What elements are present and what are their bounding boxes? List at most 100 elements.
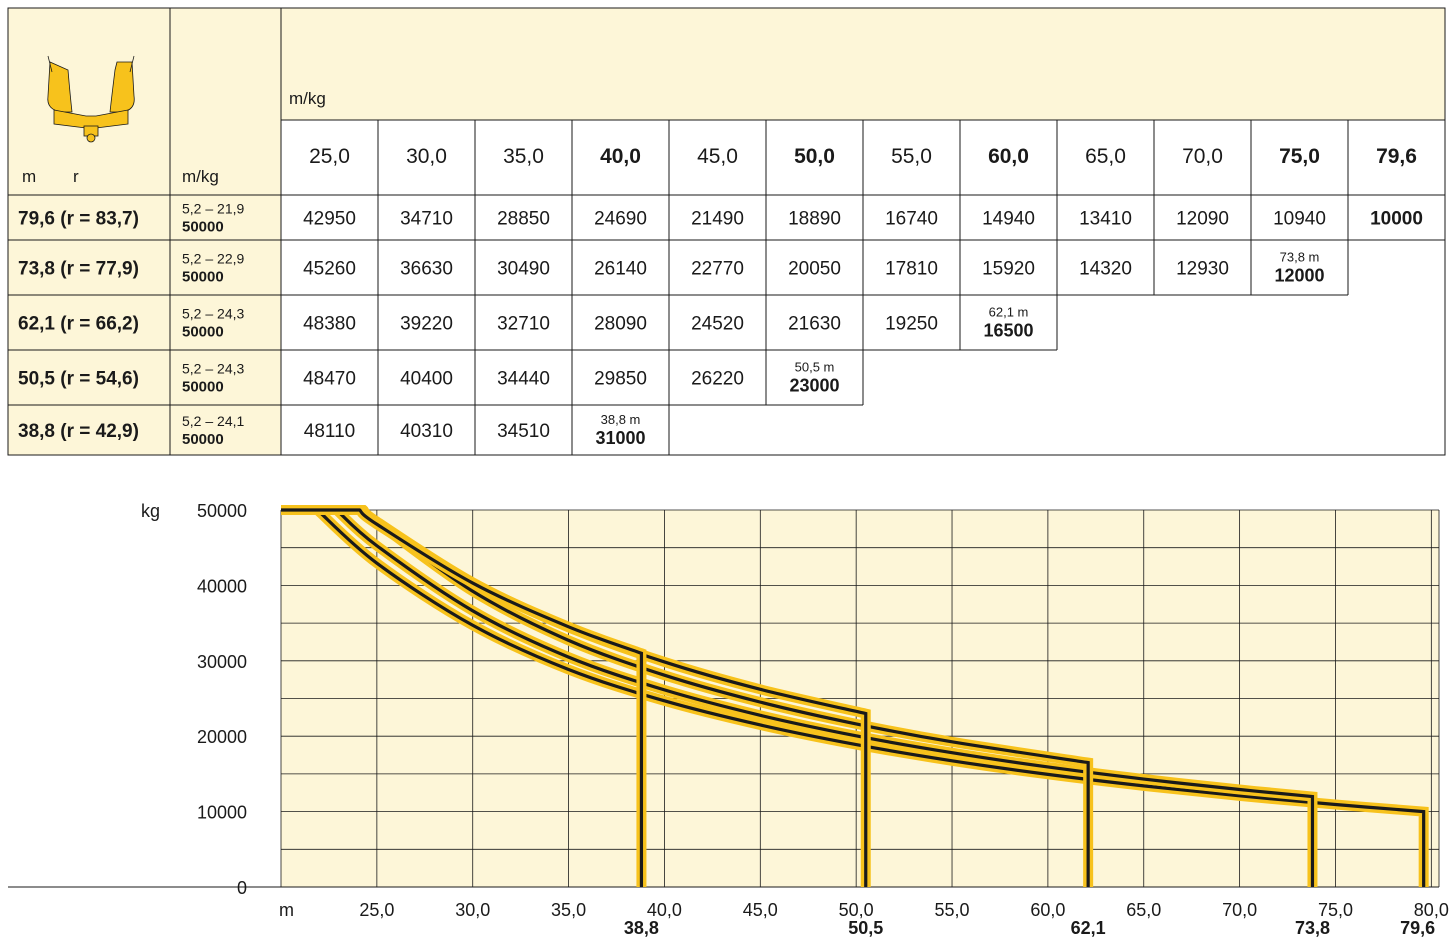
- icon-part: [47, 55, 53, 73]
- x-tick-label: 80,0: [1414, 900, 1449, 920]
- max-load-label: 50000: [182, 269, 224, 286]
- curve-line: [281, 508, 644, 887]
- max-load-label: 50000: [182, 324, 224, 341]
- load-value: 21630: [788, 314, 841, 335]
- header-band: [8, 8, 1445, 120]
- corner-m-label: m: [22, 167, 36, 186]
- radius-header: 50,0: [794, 145, 835, 168]
- radius-header: 25,0: [309, 145, 350, 168]
- load-value: 28850: [497, 209, 550, 230]
- y-tick-label: 10000: [197, 803, 247, 823]
- max-load-label: 50000: [182, 219, 224, 236]
- load-value: 30490: [497, 259, 550, 280]
- radius-header: 40,0: [600, 145, 641, 168]
- load-value: 22770: [691, 259, 744, 280]
- load-value: 40310: [400, 421, 453, 442]
- range-label: 5,2 – 24,1: [182, 413, 244, 429]
- load-value: 10940: [1273, 209, 1326, 230]
- load-value: 18890: [788, 209, 841, 230]
- curve-line: [281, 508, 1426, 887]
- load-value: 12090: [1176, 209, 1229, 230]
- load-value: 26140: [594, 259, 647, 280]
- radius-header: 75,0: [1279, 145, 1320, 168]
- load-value: 12930: [1176, 259, 1229, 280]
- y-tick-label: 50000: [197, 501, 247, 521]
- x-tick-label: 30,0: [455, 900, 490, 920]
- end-load-value: 31000: [595, 428, 645, 448]
- x-tick-label: 25,0: [359, 900, 394, 920]
- radius-header: 70,0: [1182, 145, 1223, 168]
- load-value: 15920: [982, 259, 1035, 280]
- config-column-bg: [8, 120, 281, 455]
- config-label: 62,1 (r = 66,2): [18, 314, 139, 335]
- load-value: 28090: [594, 314, 647, 335]
- radius-header: 35,0: [503, 145, 544, 168]
- radius-header: 45,0: [697, 145, 738, 168]
- load-value: 48110: [304, 421, 355, 442]
- boom-length-label: 73,8: [1295, 918, 1330, 937]
- range-label: 5,2 – 24,3: [182, 306, 244, 322]
- boom-length-label: 62,1: [1071, 918, 1106, 937]
- end-length-label: 73,8 m: [1280, 250, 1320, 265]
- load-value: 29850: [594, 369, 647, 390]
- config-label: 50,5 (r = 54,6): [18, 369, 139, 390]
- max-load-label: 50000: [182, 379, 224, 396]
- load-value: 39220: [400, 314, 453, 335]
- corner-mkg-label: m/kg: [182, 167, 219, 186]
- load-value: 21490: [691, 209, 744, 230]
- load-value: 34440: [497, 369, 550, 390]
- end-load-value: 23000: [789, 376, 839, 396]
- icon-part: [129, 55, 135, 73]
- load-value: 48470: [303, 369, 356, 390]
- load-curves: [281, 505, 1429, 887]
- icon-part: [53, 109, 129, 129]
- config-label: 79,6 (r = 83,7): [18, 209, 139, 230]
- x-tick-label: 45,0: [743, 900, 778, 920]
- y-tick-label: 20000: [197, 727, 247, 747]
- load-value: 24690: [594, 209, 647, 230]
- boom-length-label: 79,6: [1400, 918, 1435, 937]
- load-value: 40400: [400, 369, 453, 390]
- load-value: 14940: [982, 209, 1035, 230]
- load-value: 16740: [885, 209, 938, 230]
- load-value: 26220: [691, 369, 744, 390]
- curve-line: [281, 508, 1315, 887]
- config-label: 38,8 (r = 42,9): [18, 421, 139, 442]
- load-value: 45260: [303, 259, 356, 280]
- x-axis-unit-label: m: [279, 900, 294, 920]
- load-value: 19250: [885, 314, 938, 335]
- radius-header: 79,6: [1376, 145, 1417, 168]
- x-tick-label: 40,0: [647, 900, 682, 920]
- end-load-value: 10000: [1370, 209, 1423, 230]
- x-tick-label: 70,0: [1222, 900, 1257, 920]
- radius-header: 60,0: [988, 145, 1029, 168]
- unit-label: m/kg: [289, 89, 326, 108]
- load-value: 20050: [788, 259, 841, 280]
- x-tick-label: 50,0: [839, 900, 874, 920]
- load-value: 24520: [691, 314, 744, 335]
- end-length-label: 38,8 m: [601, 412, 641, 427]
- end-load-value: 16500: [983, 321, 1033, 341]
- icon-part: [47, 61, 73, 113]
- max-load-label: 50000: [182, 431, 224, 448]
- load-value: 17810: [885, 259, 938, 280]
- range-label: 5,2 – 21,9: [182, 201, 244, 217]
- y-axis-unit-label: kg: [141, 501, 160, 521]
- load-value: 36630: [400, 259, 453, 280]
- load-value: 14320: [1079, 259, 1132, 280]
- config-label: 73,8 (r = 77,9): [18, 259, 139, 280]
- load-value: 42950: [303, 209, 356, 230]
- corner-r-label: r: [73, 167, 79, 186]
- x-tick-label: 75,0: [1318, 900, 1353, 920]
- x-tick-label: 55,0: [935, 900, 970, 920]
- icon-part: [86, 133, 96, 143]
- y-tick-label: 30000: [197, 652, 247, 672]
- load-value: 48380: [303, 314, 356, 335]
- x-tick-label: 60,0: [1030, 900, 1065, 920]
- hook-block-icon: [47, 55, 135, 143]
- x-tick-label: 65,0: [1126, 900, 1161, 920]
- x-tick-label: 35,0: [551, 900, 586, 920]
- y-tick-label: 40000: [197, 576, 247, 596]
